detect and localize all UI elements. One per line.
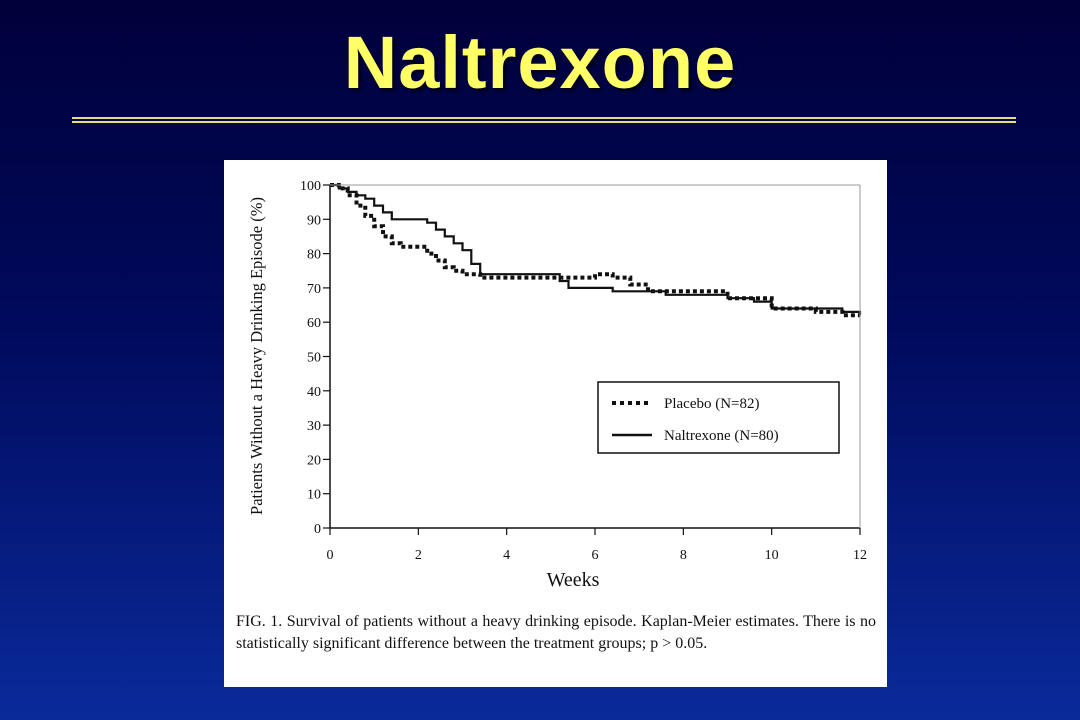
y-axis-ticks: 0 10 20 30 40 50 60 70 80 90 100 [300,179,330,537]
placebo-series-line [330,183,860,318]
y-tick-label: 30 [307,419,321,434]
y-tick-label: 90 [307,213,321,228]
figure-panel: 0 10 20 30 40 50 60 70 80 90 100 0 2 4 6 8 10 12 Patient… [224,160,887,687]
legend-placebo-label: Placebo (N=82) [664,396,760,412]
x-axis-label: Weeks [547,569,600,591]
y-axis-label: Patients Without a Heavy Drinking Episod… [247,197,266,515]
x-tick-label: 4 [503,548,510,563]
series-lines [330,183,862,318]
x-axis-ticks: 0 2 4 6 8 10 12 [327,528,867,563]
y-tick-label: 0 [314,522,321,537]
y-tick-label: 70 [307,282,321,297]
naltrexone-series-line [330,183,862,316]
y-tick-label: 50 [307,351,321,366]
x-tick-label: 6 [592,548,599,563]
x-tick-label: 0 [327,548,334,563]
legend-naltrexone-label: Naltrexone (N=80) [664,428,779,444]
x-tick-label: 10 [765,548,779,563]
x-tick-label: 12 [853,548,867,563]
kaplan-meier-chart: 0 10 20 30 40 50 60 70 80 90 100 0 2 4 6 8 10 12 Patient… [247,179,867,591]
y-tick-label: 10 [307,488,321,503]
slide-title: Naltrexone [343,21,737,104]
title-rule-bottom [72,121,1016,123]
title-rule-top [72,117,1016,119]
y-tick-label: 20 [307,453,321,468]
x-tick-label: 2 [415,548,422,563]
y-tick-label: 40 [307,385,321,400]
y-tick-label: 100 [300,179,321,194]
legend-box: Placebo (N=82) Naltrexone (N=80) [597,381,840,454]
figure-caption: FIG. 1. Survival of patients without a h… [236,613,876,652]
y-tick-label: 80 [307,248,321,263]
y-tick-label: 60 [307,316,321,331]
x-tick-label: 8 [680,548,687,563]
